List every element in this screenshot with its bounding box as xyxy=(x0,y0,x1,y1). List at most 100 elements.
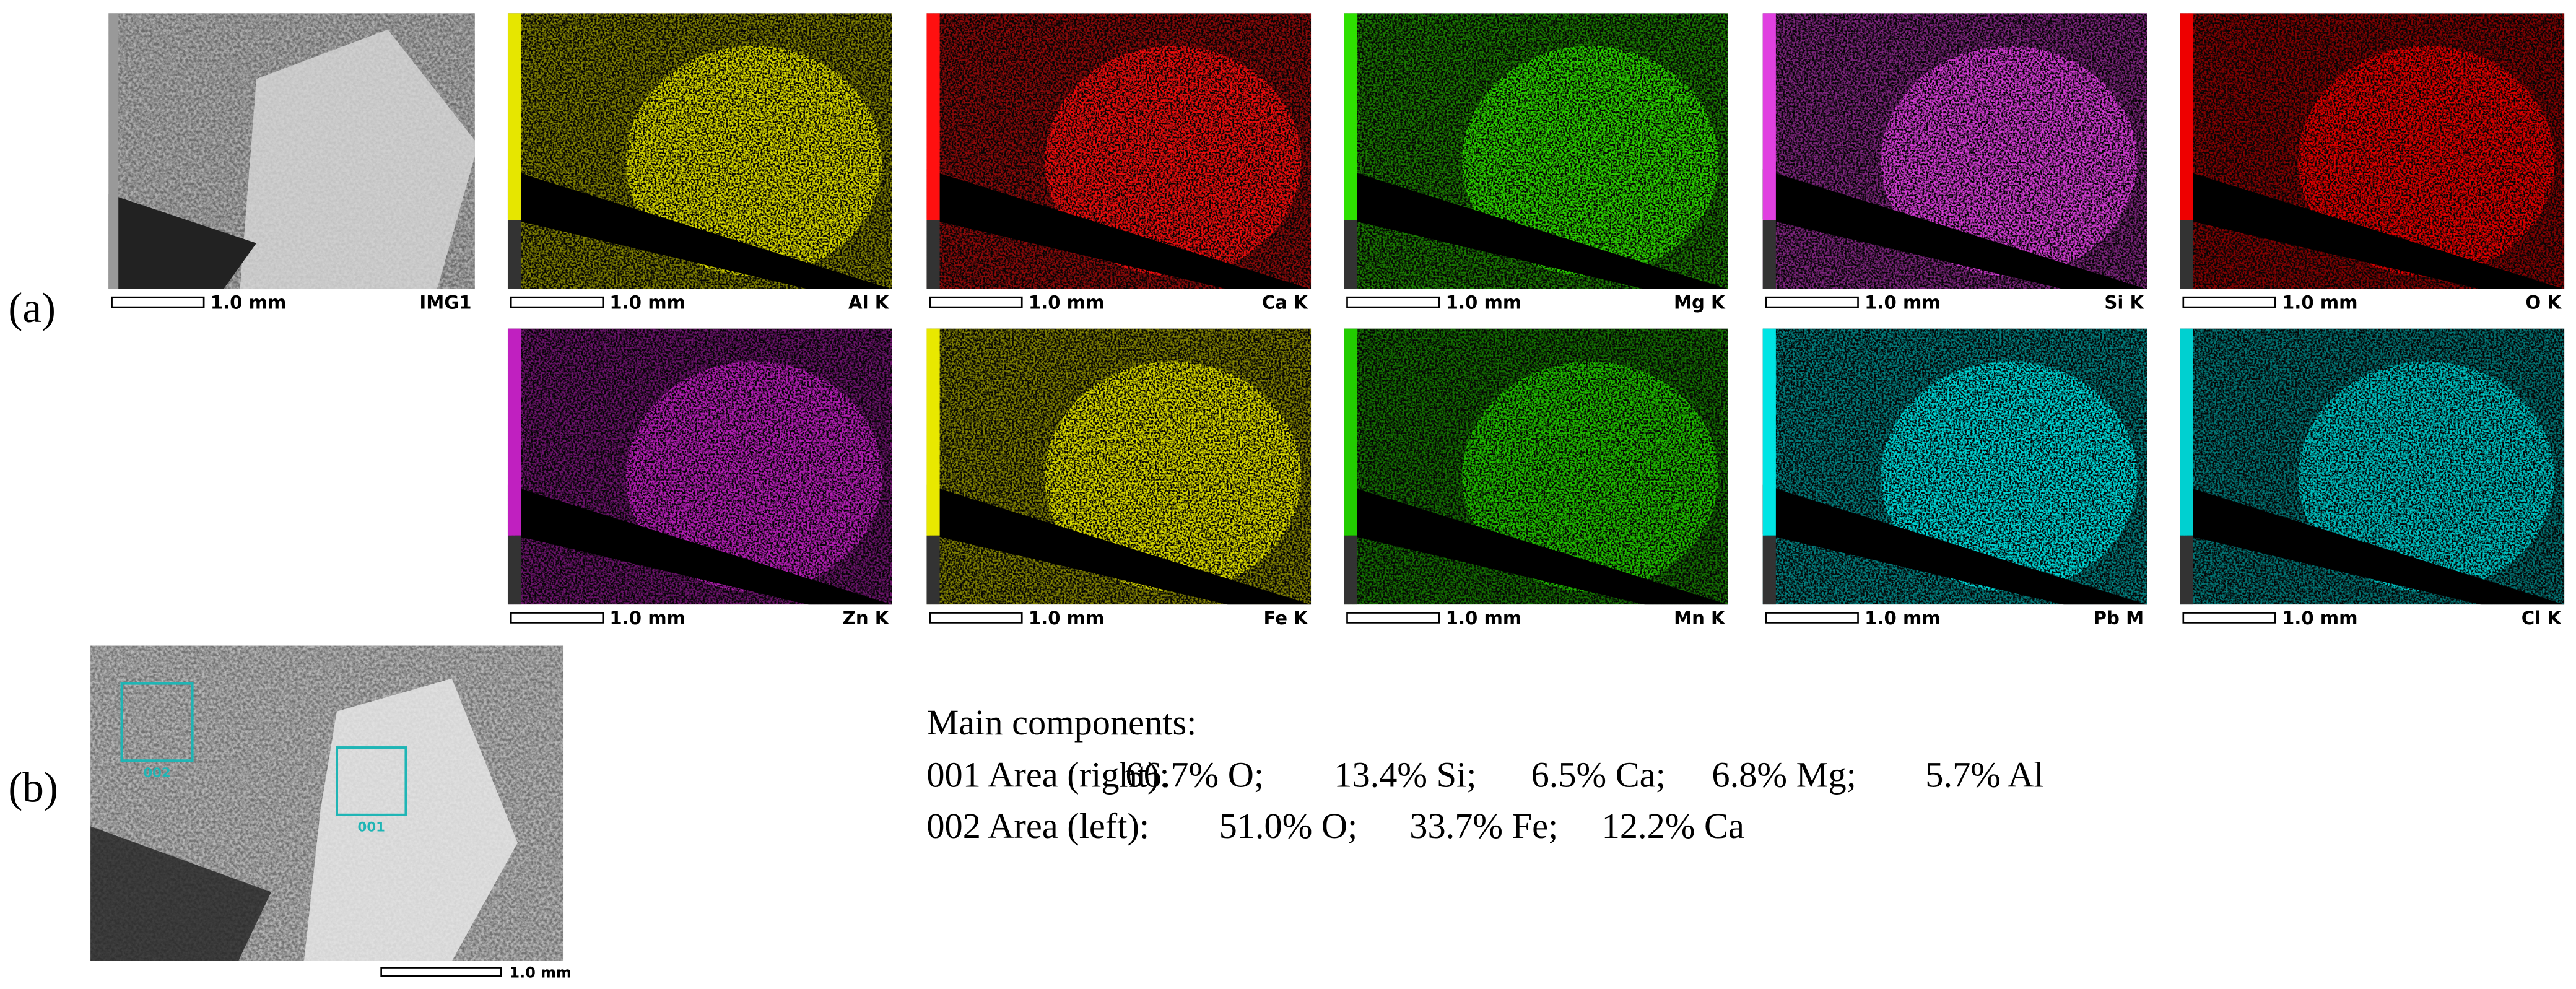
color-bar-dark xyxy=(1344,535,1357,605)
row-label: 002 Area (left): xyxy=(926,806,1149,846)
map-blob xyxy=(1045,46,1302,276)
map-label: Si K xyxy=(2104,292,2144,313)
map-label: Fe K xyxy=(1264,608,1309,629)
component-value: 66.7% O; xyxy=(1125,755,1264,795)
map-crack xyxy=(926,169,1312,289)
map-crack xyxy=(507,484,892,605)
map-image xyxy=(108,13,475,289)
map-blob xyxy=(625,46,882,276)
scale-bar xyxy=(2182,296,2276,308)
scale-label: 1.0 mm xyxy=(2282,292,2358,313)
color-bar xyxy=(2180,328,2193,536)
area-label: 001 xyxy=(358,819,385,835)
map-image xyxy=(507,13,892,289)
element-map: 1.0 mm Al K xyxy=(507,13,892,313)
map-label: O K xyxy=(2525,292,2562,313)
component-value: 6.8% Mg; xyxy=(1712,755,1856,795)
map-label: IMG1 xyxy=(419,292,471,313)
scale-label: 1.0 mm xyxy=(609,292,685,313)
element-map: 1.0 mm Fe K xyxy=(926,328,1312,629)
color-bar xyxy=(1762,328,1776,536)
color-bar xyxy=(507,328,521,536)
element-map: 1.0 mm Mg K xyxy=(1344,13,1728,313)
map-image xyxy=(926,13,1312,289)
row-label: 001 Area (right): xyxy=(926,755,1169,795)
area-box xyxy=(120,682,194,762)
scale-label: 1.0 mm xyxy=(609,608,685,629)
map-crack xyxy=(507,169,892,289)
map-crack xyxy=(1762,484,2147,605)
color-bar xyxy=(1344,13,1357,220)
panel-label: (b) xyxy=(8,764,58,811)
scale-label: 1.0 mm xyxy=(510,964,572,981)
sem-crack xyxy=(90,826,271,961)
sem-content xyxy=(90,645,564,961)
component-value: 13.4% Si; xyxy=(1334,755,1476,795)
color-bar-dark xyxy=(1762,220,1776,289)
map-blob xyxy=(1462,46,1719,276)
map-image xyxy=(2180,328,2565,605)
map-crack xyxy=(926,484,1312,605)
area-label: 002 xyxy=(143,765,170,781)
components: Main components: 001 Area (right):66.7% O… xyxy=(926,702,2043,846)
component-value: 12.2% Ca xyxy=(1602,806,1744,846)
map-blob xyxy=(2298,46,2555,276)
scale-label: 1.0 mm xyxy=(1446,608,1522,629)
map-blob xyxy=(1881,46,2138,276)
color-bar-dark xyxy=(507,220,521,289)
map-crack xyxy=(1344,484,1728,605)
map-label: Zn K xyxy=(843,608,890,629)
scale-label: 1.0 mm xyxy=(2282,608,2358,629)
color-bar-dark xyxy=(1344,220,1357,289)
scale-bar xyxy=(929,296,1023,308)
element-map: 1.0 mm O K xyxy=(2180,13,2565,313)
sem-image: 002 001 1.0 mm xyxy=(90,645,572,981)
color-bar-dark xyxy=(926,220,940,289)
map-label: Al K xyxy=(848,292,890,313)
sem-crack xyxy=(108,194,257,289)
map-image xyxy=(1762,328,2147,605)
map-label: Pb M xyxy=(2094,608,2144,629)
color-bar-dark xyxy=(1762,535,1776,605)
color-bar xyxy=(1344,328,1357,536)
map-label: Cl K xyxy=(2522,608,2562,629)
scale-bar xyxy=(1346,296,1440,308)
map-label: Mg K xyxy=(1674,292,1726,313)
area-box xyxy=(336,746,407,816)
map-image xyxy=(926,328,1312,605)
scale-bar xyxy=(510,612,604,624)
map-image xyxy=(2180,13,2565,289)
map-crack xyxy=(2180,484,2565,605)
gray-bar xyxy=(108,13,119,289)
element-map: 1.0 mm Pb M xyxy=(1762,328,2147,629)
color-bar-dark xyxy=(2180,220,2193,289)
sem-bright xyxy=(303,678,518,961)
map-label: Ca K xyxy=(1262,292,1308,313)
map-crack xyxy=(2180,169,2565,289)
component-value: 51.0% O; xyxy=(1219,806,1358,846)
element-map: 1.0 mm Ca K xyxy=(926,13,1312,313)
color-bar xyxy=(926,328,940,536)
color-bar-dark xyxy=(2180,535,2193,605)
sem-grain xyxy=(240,29,475,289)
map-blob xyxy=(1881,361,2138,592)
map-blob xyxy=(625,361,882,592)
scale-label: 1.0 mm xyxy=(1029,292,1105,313)
scale-label: 1.0 mm xyxy=(211,292,287,313)
map-blob xyxy=(1462,361,1719,592)
color-bar-dark xyxy=(926,535,940,605)
scale-bar xyxy=(2182,612,2276,624)
color-bar xyxy=(926,13,940,220)
element-map: 1.0 mm Zn K xyxy=(507,328,892,629)
scale-label: 1.0 mm xyxy=(1865,608,1941,629)
map-blob xyxy=(1045,361,1302,592)
map-image xyxy=(1344,13,1728,289)
component-value: 33.7% Fe; xyxy=(1409,806,1558,846)
scale-bar xyxy=(111,296,205,308)
element-map: 1.0 mm Cl K xyxy=(2180,328,2565,629)
components-title: Main components: xyxy=(926,702,1196,743)
map-label: Mn K xyxy=(1674,608,1726,629)
element-map: 1.0 mm IMG1 xyxy=(108,13,475,313)
